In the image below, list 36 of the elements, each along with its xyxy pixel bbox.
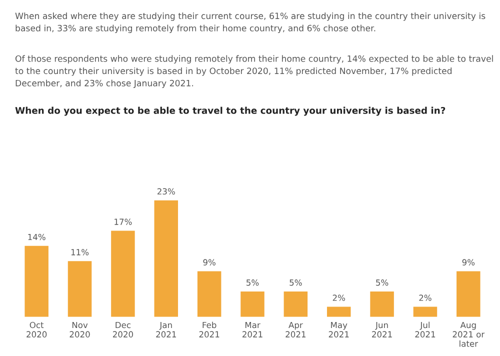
data-label: 11% [71, 249, 89, 256]
data-label: 9% [462, 259, 475, 266]
x-tick-label: May 2021 [328, 322, 349, 338]
x-tick-label: Oct 2020 [26, 322, 47, 338]
bar [111, 230, 135, 317]
x-tick-label: Jul 2021 [415, 322, 436, 338]
data-label: 2% [332, 294, 346, 301]
data-label: 5% [376, 279, 388, 286]
data-label: 17% [114, 218, 132, 225]
x-tick-label: Jan 2021 [156, 322, 176, 338]
x-tick-label: Feb 2021 [199, 322, 220, 338]
chart-title: When do you expect to be able to travel to the country your university is based in? [15, 106, 446, 116]
bar [456, 271, 480, 317]
x-tick-label: Apr 2021 [286, 322, 306, 338]
bar [370, 292, 394, 317]
text: Of those respondents who were studying remotely from their home country, 14% expected to be able to travel to the country their university is based in by October 2020, 11% predicted November, 17% predicted December, and 23% chose January 2021. [15, 55, 493, 88]
data-label: 2% [419, 294, 432, 301]
data-label: 14% [28, 234, 46, 240]
data-label: 5% [290, 279, 302, 286]
text: When asked where they are studying their current course, 61% are studying in the country their university is based in, 33% are studying remotely from their home country, and 6% chose other. [15, 12, 486, 34]
bar [284, 292, 308, 317]
data-label: 5% [246, 279, 259, 286]
x-tick-label: Dec 2020 [112, 322, 134, 338]
data-label: 9% [203, 259, 216, 266]
x-tick-label: Aug 2021 or later [452, 322, 485, 347]
bar [68, 261, 92, 317]
bar [326, 306, 351, 317]
bar [197, 271, 222, 317]
bar [154, 200, 178, 317]
data-label: 23% [157, 188, 175, 195]
bar [413, 306, 438, 317]
x-tick-label: Mar 2021 [242, 322, 262, 338]
bar [24, 246, 48, 317]
x-tick-label: Nov 2020 [70, 322, 90, 338]
x-tick-label: Jun 2021 [372, 322, 392, 338]
bar [240, 292, 264, 317]
